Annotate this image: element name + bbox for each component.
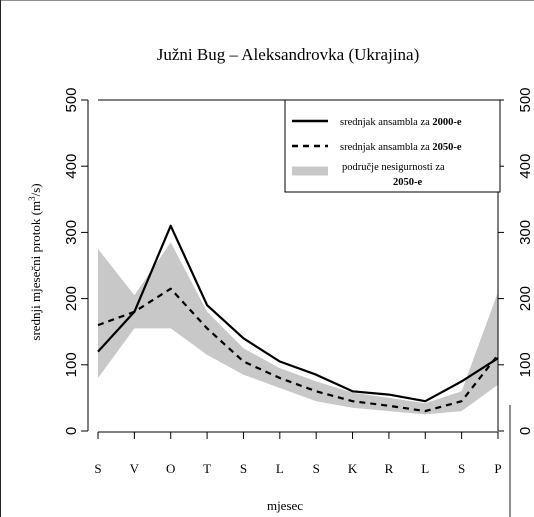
right-y-tick-label: 100 [517,352,534,377]
right-y-tick-label: 0 [517,427,534,435]
y-tick-label: 300 [63,220,80,245]
x-axis-label: mjesec [267,498,303,513]
legend-item-2050: srednjak ansambla za 2050-e [340,142,462,153]
chart-title: Južni Bug – Aleksandrovka (Ukrajina) [157,45,420,64]
legend: srednjak ansambla za 2000-e srednjak ans… [284,99,501,193]
x-tick-label: V [130,461,140,476]
x-tick-label: S [240,461,247,476]
legend-item-band-line2: 2050-e [393,177,422,188]
y-tick-label: 100 [63,352,80,377]
right-y-tick-label: 500 [517,87,534,112]
x-tick-label: R [385,461,394,476]
y-tick-label: 200 [63,286,80,311]
right-y-tick-label: 300 [517,220,534,245]
legend-item-2000: srednjak ansambla za 2000-e [340,117,462,128]
y-axis-label: srednji mjesečni protok (m3/s) [27,183,43,340]
series-line-2000 [97,224,499,403]
x-tick-label: K [348,461,358,476]
y-tick-label: 500 [63,87,80,112]
x-tick-label: S [313,461,320,476]
x-tick-label: P [494,461,501,476]
x-tick-label: L [421,461,429,476]
x-tick-label: S [458,461,465,476]
legend-box [284,99,501,193]
x-tick-label: L [276,461,284,476]
x-tick-label: S [94,461,101,476]
legend-item-band-line1: područje nesigurnosti za [342,162,445,173]
y-tick-label: 400 [63,154,80,179]
right-y-tick-label: 200 [517,286,534,311]
right-y-tick-label: 400 [517,154,534,179]
series-line-2050 [97,287,499,413]
uncertainty-band [98,242,498,415]
x-tick-label: O [166,461,175,476]
y-tick-label: 0 [63,427,80,435]
x-tick-label: T [203,461,211,476]
